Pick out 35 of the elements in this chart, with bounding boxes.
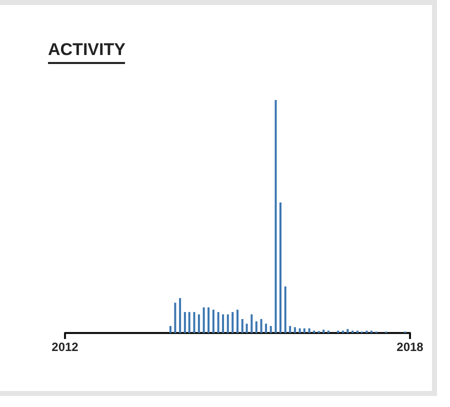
bar [236, 310, 238, 333]
bar [274, 100, 277, 333]
bar [198, 314, 200, 333]
x-tick-label: 2018 [396, 340, 424, 354]
bar [226, 314, 229, 333]
bar [232, 312, 234, 333]
bar [346, 329, 349, 333]
bar [250, 314, 253, 333]
bar [188, 312, 190, 333]
bar [208, 307, 210, 333]
bar [222, 314, 224, 333]
bar [308, 328, 310, 333]
bar [298, 328, 301, 333]
bar [246, 324, 248, 333]
bar [322, 330, 325, 333]
bar [217, 312, 220, 333]
bar [260, 319, 262, 333]
bar [241, 319, 244, 333]
bar [179, 298, 182, 333]
bar [289, 326, 292, 333]
bar [202, 307, 205, 333]
bar [264, 324, 267, 333]
bar [294, 327, 296, 333]
bar [193, 312, 196, 333]
bar [255, 321, 258, 333]
bar [184, 312, 186, 333]
chart-title: ACTIVITY [48, 40, 126, 64]
bar [174, 302, 176, 333]
bar [169, 326, 172, 333]
x-tick-label: 2012 [52, 340, 79, 354]
bar [270, 326, 272, 333]
bar [212, 310, 214, 333]
bar [303, 328, 306, 333]
bar [284, 286, 286, 333]
bar [279, 202, 282, 333]
